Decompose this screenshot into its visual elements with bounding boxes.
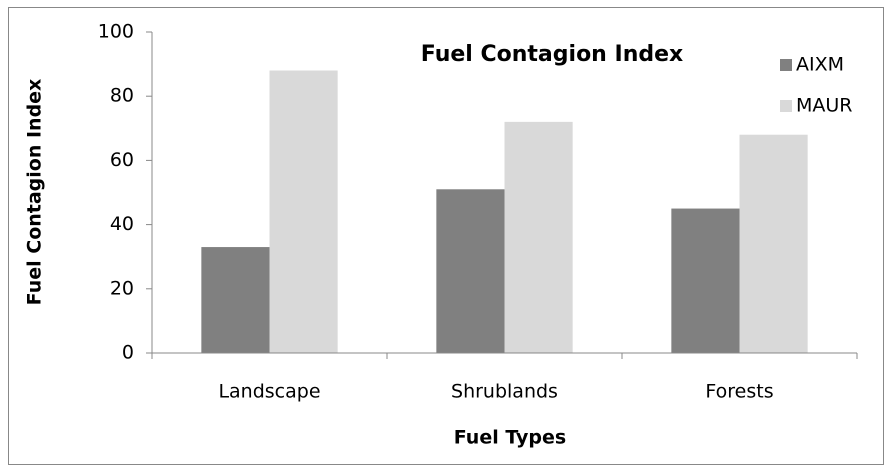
y-tick-label: 20 (110, 277, 134, 299)
y-tick-label: 0 (122, 342, 134, 364)
x-tick-label: Shrublands (451, 381, 558, 403)
bar (436, 189, 505, 353)
legend-swatch (780, 59, 792, 71)
y-tick-label: 40 (110, 213, 134, 235)
bar (671, 208, 740, 353)
legend-swatch (780, 100, 792, 112)
y-tick-label: 60 (110, 149, 134, 171)
x-tick-label: Landscape (218, 381, 320, 403)
chart-title: Fuel Contagion Index (421, 42, 683, 67)
legend-label: MAUR (796, 95, 853, 117)
y-tick-label: 80 (110, 85, 134, 107)
bar (504, 121, 573, 353)
x-tick-label: Forests (705, 381, 773, 403)
legend-label: AIXM (796, 54, 844, 76)
bar (739, 134, 808, 353)
bar (269, 70, 338, 354)
bar (201, 247, 270, 353)
x-axis-label: Fuel Types (454, 427, 566, 449)
y-axis-label: Fuel Contagion Index (24, 79, 46, 306)
y-tick-label: 100 (98, 21, 134, 43)
